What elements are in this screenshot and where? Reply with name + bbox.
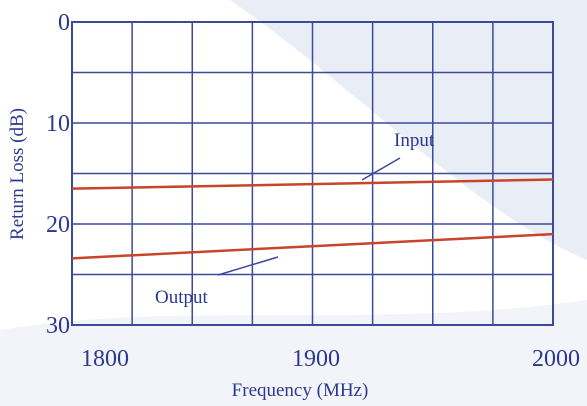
y-axis-label: Return Loss (dB) xyxy=(7,108,28,240)
annotation-label-output: Output xyxy=(155,287,209,308)
x-tick-label: 2000 xyxy=(532,346,580,372)
annotations: Input Output xyxy=(155,130,435,308)
annotation-leader-input xyxy=(361,157,401,181)
annotation-label-input: Input xyxy=(394,130,435,151)
series-lines xyxy=(72,178,553,260)
y-tick-label: 0 xyxy=(58,10,70,36)
annotation-leader-output xyxy=(217,256,279,276)
series-line-output xyxy=(72,232,553,260)
series-line-input xyxy=(72,178,553,190)
background-swoosh xyxy=(230,0,587,260)
y-tick-label: 20 xyxy=(46,212,70,238)
x-tick-label: 1900 xyxy=(292,346,340,372)
tick-labels: 1800 1900 2000 0 10 20 30 xyxy=(46,10,580,372)
grid xyxy=(71,21,554,326)
x-axis-label: Frequency (MHz) xyxy=(232,380,369,401)
y-tick-label: 10 xyxy=(46,111,70,137)
background-swoosh-lower xyxy=(0,300,587,406)
x-tick-label: 1800 xyxy=(81,346,129,372)
y-tick-label: 30 xyxy=(46,313,70,339)
